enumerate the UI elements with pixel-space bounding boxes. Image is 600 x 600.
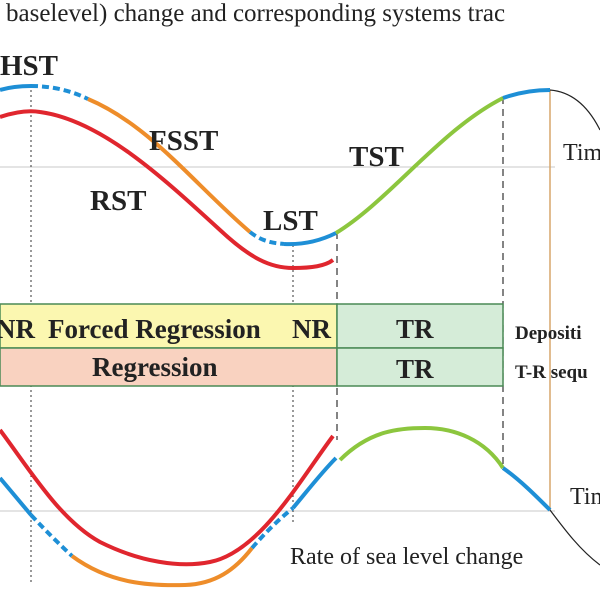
band-tr-sequence <box>336 347 504 387</box>
sea-level-curve-tst-green <box>334 96 504 235</box>
label-rate-of-sea-level-change: Rate of sea level change <box>290 544 523 570</box>
label-time-top: Tim <box>563 140 600 166</box>
rate-curve-blue-right <box>291 456 338 510</box>
sea-level-curve-lst-blue <box>283 231 337 247</box>
label-nr-left: NR <box>0 314 35 344</box>
label-rst: RST <box>90 185 146 217</box>
label-tst: TST <box>349 141 404 173</box>
label-nr-right: NR <box>292 314 331 344</box>
label-depositional-row: Depositi <box>515 323 582 344</box>
label-tr-sequence-row: T-R sequ <box>515 362 588 383</box>
rate-curve-continuation <box>549 509 600 566</box>
sea-level-curve-lst-dashed <box>248 230 285 246</box>
rate-curve-blue-end <box>501 466 552 512</box>
sea-level-curve-hst-dashed <box>30 84 89 101</box>
label-lst: LST <box>263 205 318 237</box>
sea-level-curve-hst-blue-right <box>502 88 551 100</box>
rate-curve-dashed-right <box>250 506 295 550</box>
label-tr-depositional: TR <box>396 314 434 344</box>
sea-level-curve-fsst-orange <box>87 97 252 234</box>
diagram-title: baselevel) change and corresponding syst… <box>6 0 505 27</box>
sea-level-curve-hst-blue <box>0 84 32 92</box>
rate-curve-orange <box>70 546 254 588</box>
rate-curve-green <box>338 425 505 470</box>
label-hst: HST <box>0 50 58 82</box>
label-forced-regression: Forced Regression <box>48 314 261 344</box>
rate-curve-dashed-left <box>29 513 74 558</box>
band-tr-depositional <box>336 303 504 349</box>
rst-curve-top <box>0 109 335 271</box>
sea-level-curve-continuation <box>549 89 600 131</box>
label-tr-sequence: TR <box>396 354 434 384</box>
label-regression: Regression <box>92 352 218 382</box>
label-time-bottom: Tim <box>570 484 600 510</box>
rst-curve-bottom <box>0 428 335 567</box>
label-fsst: FSST <box>149 125 218 157</box>
rate-curve-blue-left <box>0 476 33 517</box>
